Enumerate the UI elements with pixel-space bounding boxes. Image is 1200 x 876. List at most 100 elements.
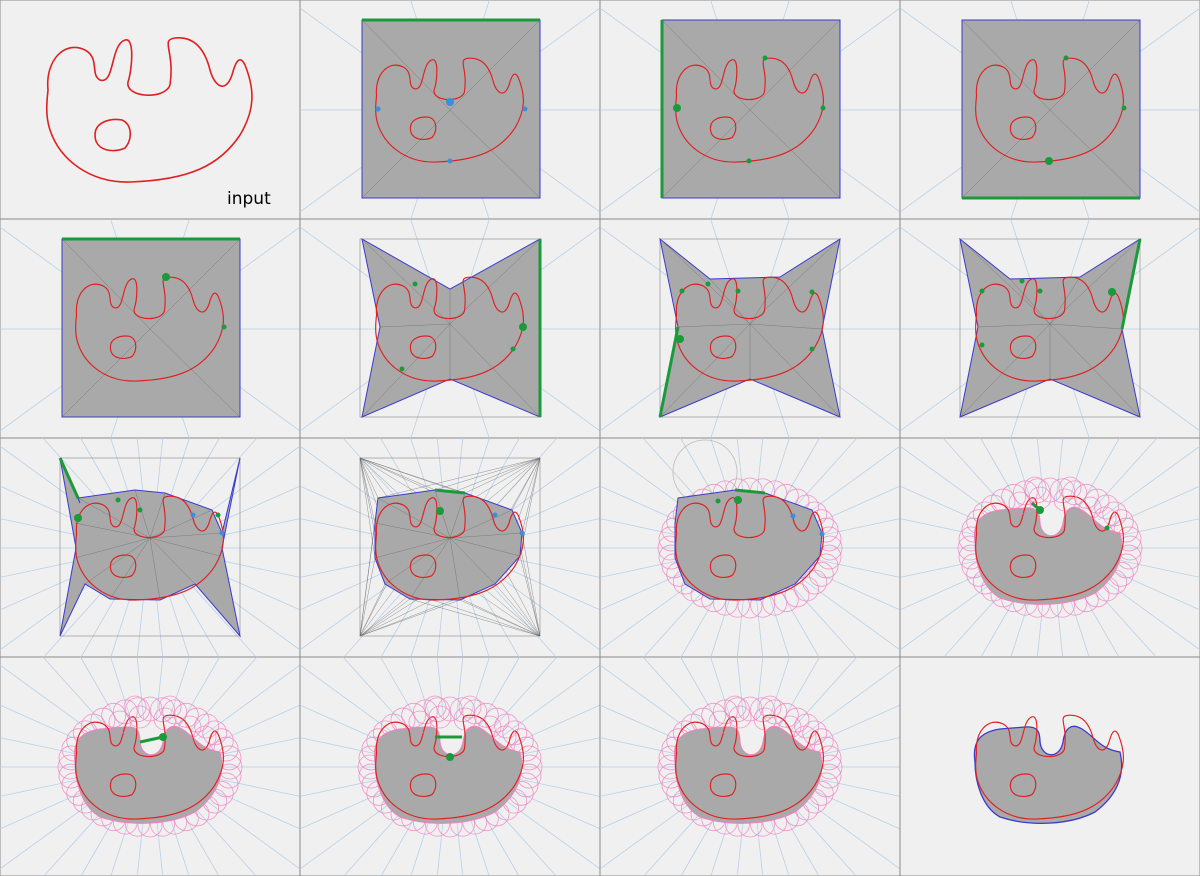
skeleton-line (808, 557, 901, 578)
triangulation-line (434, 457, 541, 491)
skeleton-line (155, 814, 164, 876)
skeleton-line (498, 794, 601, 870)
panel-14 (299, 656, 601, 876)
bounding-square (59, 457, 241, 637)
skeleton-line (342, 656, 411, 732)
triangulation-line (384, 537, 451, 585)
point-marker (492, 512, 498, 518)
medial-circle (793, 725, 817, 749)
skeleton-line (189, 437, 258, 513)
triangulation-line (149, 532, 223, 539)
medial-circle (108, 710, 132, 734)
point-marker (679, 288, 685, 294)
skeleton-line (1104, 567, 1200, 611)
skeleton-line (508, 776, 601, 797)
triangulation-line (749, 19, 841, 111)
medial-circle (708, 710, 732, 734)
highlight-edge (58, 457, 80, 499)
skeleton-line (789, 583, 856, 657)
skeleton-line (1098, 445, 1200, 521)
triangulation-line (359, 557, 376, 637)
triangulation-line (77, 497, 151, 539)
medial-circle (723, 695, 747, 719)
skeleton-line (755, 656, 764, 720)
triangulation-line (409, 537, 451, 600)
highlight-edge (658, 326, 680, 418)
panel-6 (299, 218, 601, 439)
skeleton-line (179, 589, 219, 657)
medial-circle (750, 697, 775, 723)
point-marker (762, 55, 768, 61)
skeleton-line (179, 437, 220, 507)
skeleton-line (479, 437, 520, 507)
skeleton-line (299, 794, 402, 870)
skeleton-line (168, 593, 190, 657)
point-marker (190, 512, 196, 518)
point-marker (522, 106, 528, 112)
point-marker (74, 514, 82, 522)
bounding-square (359, 457, 541, 637)
point-marker (219, 530, 225, 536)
final-shape (973, 725, 1123, 824)
triangulation-line (749, 323, 841, 418)
point-marker (221, 324, 227, 330)
triangulation-line (359, 522, 376, 637)
panel-16 (899, 656, 1200, 876)
medial-circle (1001, 483, 1027, 509)
skeleton-line (599, 776, 692, 797)
medial-circle (184, 707, 210, 733)
point-marker (820, 105, 826, 111)
skeleton-line (44, 583, 111, 657)
triangulation-line (519, 555, 541, 637)
skeleton-line (189, 802, 256, 876)
skeleton-line (155, 595, 164, 657)
medial-circle (101, 702, 127, 728)
medial-circle (494, 713, 519, 739)
skeleton-line (599, 567, 696, 611)
triangulation-line (134, 489, 151, 539)
triangulation-line (959, 238, 1051, 325)
skeleton-line (455, 437, 464, 501)
point-marker (510, 346, 516, 352)
skeleton-line (479, 589, 519, 657)
skeleton-line (455, 656, 464, 720)
skeleton-line (42, 656, 111, 732)
triangulation-line (449, 537, 461, 601)
medial-circle (408, 710, 432, 734)
skeleton-line (168, 812, 190, 876)
skeleton-line (198, 794, 301, 870)
skeleton-line (136, 595, 145, 657)
point-marker (519, 323, 527, 331)
point-marker (399, 366, 405, 372)
triangulation-line (449, 19, 541, 111)
point-marker (1036, 506, 1044, 514)
point-marker (436, 507, 444, 515)
highlight-edge (734, 488, 766, 495)
skeleton-line (436, 595, 445, 657)
skeleton-line (768, 437, 790, 503)
triangulation-line (464, 457, 541, 494)
skeleton-line (1108, 518, 1200, 539)
point-marker (115, 497, 121, 503)
medial-circle (1012, 480, 1038, 506)
medial-circle (493, 725, 517, 749)
triangulation-line (677, 323, 751, 328)
skeleton-line (798, 664, 901, 740)
skeleton-line (155, 656, 164, 720)
skeleton-line (508, 518, 601, 539)
skeleton-line (0, 776, 92, 797)
panel-7 (599, 218, 901, 439)
skeleton-line (899, 557, 992, 578)
skeleton-line (198, 445, 301, 521)
skeleton-line (0, 786, 96, 830)
skeleton-line (436, 656, 445, 720)
panel-11 (599, 437, 901, 658)
skeleton-line (155, 437, 164, 501)
triangulation-line (409, 598, 541, 637)
skeleton-line (710, 218, 732, 284)
skeleton-line (110, 656, 132, 722)
skeleton-line (710, 593, 732, 657)
skeleton-line (468, 812, 490, 876)
skeleton-line (299, 776, 392, 797)
